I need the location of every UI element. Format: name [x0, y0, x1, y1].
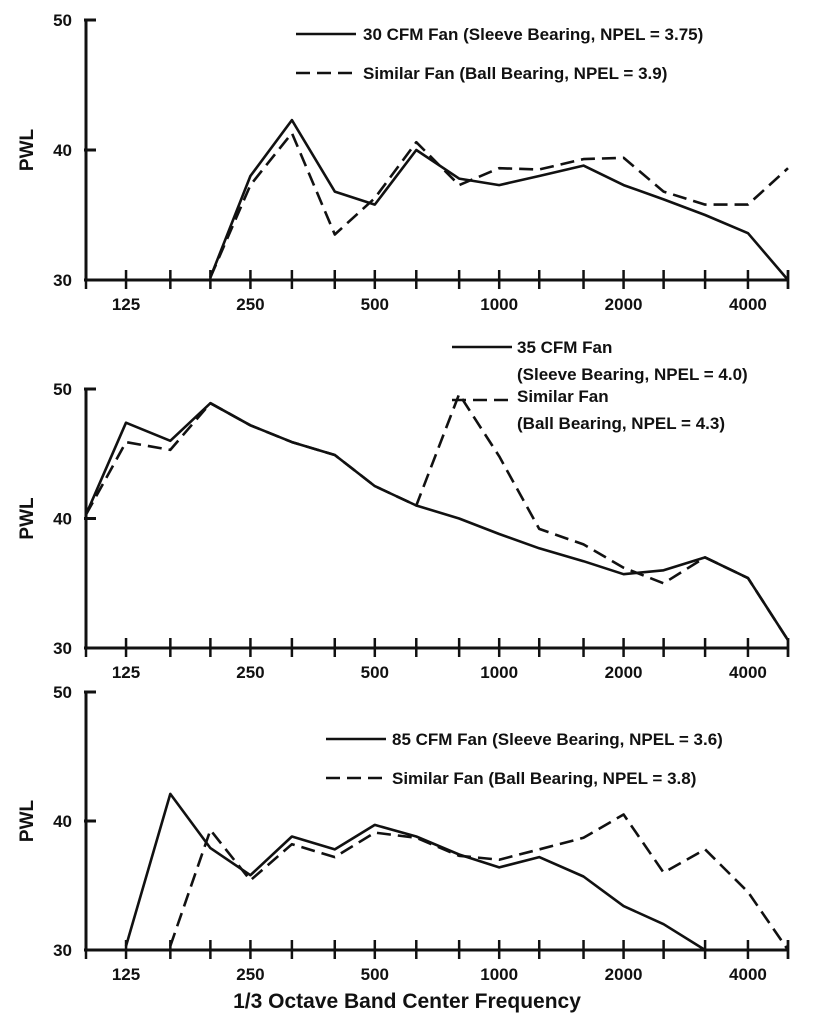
- panel-30cfm: 30 40 50 PWL 125 250 500 1000 2000 4000 30 CFM Fan…: [17, 11, 790, 314]
- legend-label: Similar Fan (Ball Bearing, NPEL = 3.8): [392, 769, 696, 788]
- series-line-dashed: [169, 813, 790, 951]
- series-line-solid: [209, 118, 789, 281]
- x-tick-label: 500: [361, 295, 389, 314]
- y-tick-label: 30: [53, 639, 72, 658]
- y-tick-label: 50: [53, 11, 72, 30]
- y-tick-label: 40: [53, 141, 72, 160]
- x-tick-label: 4000: [729, 295, 767, 314]
- legend-label: 30 CFM Fan (Sleeve Bearing, NPEL = 3.75): [363, 25, 703, 44]
- x-tick-label: 125: [112, 663, 140, 682]
- x-tick-label: 2000: [605, 295, 643, 314]
- y-tick-label: 40: [53, 812, 72, 831]
- legend-label: Similar Fan: [517, 387, 609, 406]
- y-tick-label: 30: [53, 941, 72, 960]
- series-line-solid: [84, 401, 790, 641]
- panel-85cfm: 30 40 50 PWL 125 250 500 1000 2000 4000 85 CFM Fan…: [17, 683, 790, 984]
- y-axis-title: PWL: [17, 129, 38, 172]
- legend-label-detail: (Ball Bearing, NPEL = 4.3): [517, 414, 725, 433]
- legend-label-detail: (Sleeve Bearing, NPEL = 4.0): [517, 365, 748, 384]
- x-tick-label: 4000: [729, 965, 767, 984]
- x-tick-label: 250: [236, 965, 264, 984]
- y-tick-label: 30: [53, 271, 72, 290]
- x-tick-label: 125: [112, 965, 140, 984]
- x-tick-label: 250: [236, 663, 264, 682]
- y-tick-label: 50: [53, 380, 72, 399]
- x-tick-label: 2000: [605, 663, 643, 682]
- legend-label: 35 CFM Fan: [517, 338, 612, 357]
- x-tick-label: 1000: [480, 663, 518, 682]
- x-tick-label: 500: [361, 663, 389, 682]
- series-line-dashed: [84, 392, 790, 641]
- y-axis-title: PWL: [17, 497, 38, 540]
- series-line-dashed: [209, 131, 789, 278]
- panel-35cfm: 30 40 50 PWL 125 250 500 1000 2000 4000 35 CFM Fan…: [17, 338, 790, 682]
- legend-label: 85 CFM Fan (Sleeve Bearing, NPEL = 3.6): [392, 730, 723, 749]
- y-axis-title: PWL: [17, 800, 38, 843]
- x-tick-label: 1000: [480, 295, 518, 314]
- y-tick-label: 40: [53, 510, 72, 529]
- x-tick-label: 125: [112, 295, 140, 314]
- x-tick-label: 500: [361, 965, 389, 984]
- y-tick-label: 50: [53, 683, 72, 702]
- x-tick-label: 250: [236, 295, 264, 314]
- x-tick-label: 4000: [729, 663, 767, 682]
- series-line-solid: [124, 792, 706, 952]
- x-axis-title: 1/3 Octave Band Center Frequency: [233, 990, 581, 1013]
- x-tick-label: 1000: [480, 965, 518, 984]
- x-tick-label: 2000: [605, 965, 643, 984]
- legend-label: Similar Fan (Ball Bearing, NPEL = 3.9): [363, 64, 667, 83]
